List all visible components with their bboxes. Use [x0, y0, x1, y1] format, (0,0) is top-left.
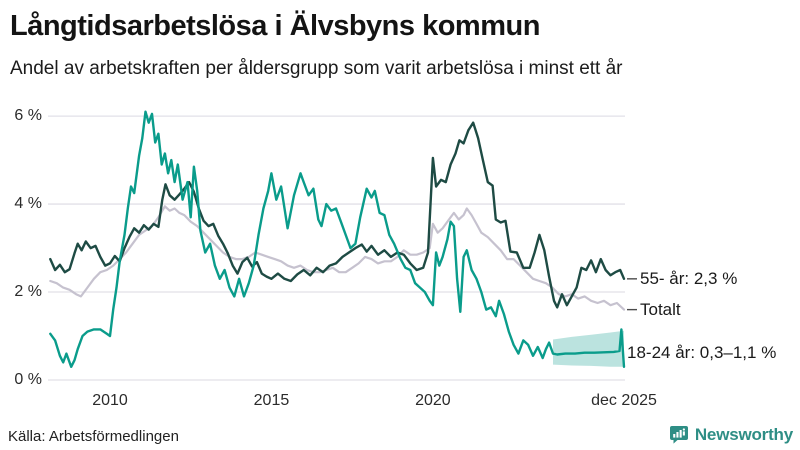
x-axis-tick-label: dec 2025	[591, 392, 657, 409]
newsworthy-chart-bubble-icon	[669, 426, 688, 444]
y-axis-tick-label: 4 %	[14, 195, 42, 213]
x-axis-tick-label: 2015	[253, 392, 290, 409]
newsworthy-logo[interactable]: Newsworthy	[668, 424, 793, 446]
series-annotation-totalt: Totalt	[640, 299, 681, 319]
confidence-band	[553, 330, 624, 367]
y-axis-tick-label: 0 %	[14, 371, 42, 388]
series-annotation-18-24: 18-24 år: 0,3–1,1 %	[627, 342, 777, 362]
page-subtitle: Andel av arbetskraften per åldersgrupp s…	[10, 58, 623, 79]
newsworthy-wordmark: Newsworthy	[694, 425, 793, 444]
x-axis-tick-label: 2010	[92, 392, 128, 409]
x-axis-tick-label: 2020	[415, 392, 451, 409]
page-title: Långtidsarbetslösa i Älvsbyns kommun	[10, 10, 540, 42]
y-axis-tick-label: 2 %	[14, 283, 42, 301]
source-note: Källa: Arbetsförmedlingen	[8, 428, 179, 445]
series-line-totalt	[49, 205, 626, 311]
series-line-18-24	[49, 110, 626, 368]
series-line-55	[49, 121, 626, 309]
series-annotation-55: 55- år: 2,3 %	[640, 268, 738, 288]
y-axis-tick-label: 6 %	[14, 107, 42, 125]
